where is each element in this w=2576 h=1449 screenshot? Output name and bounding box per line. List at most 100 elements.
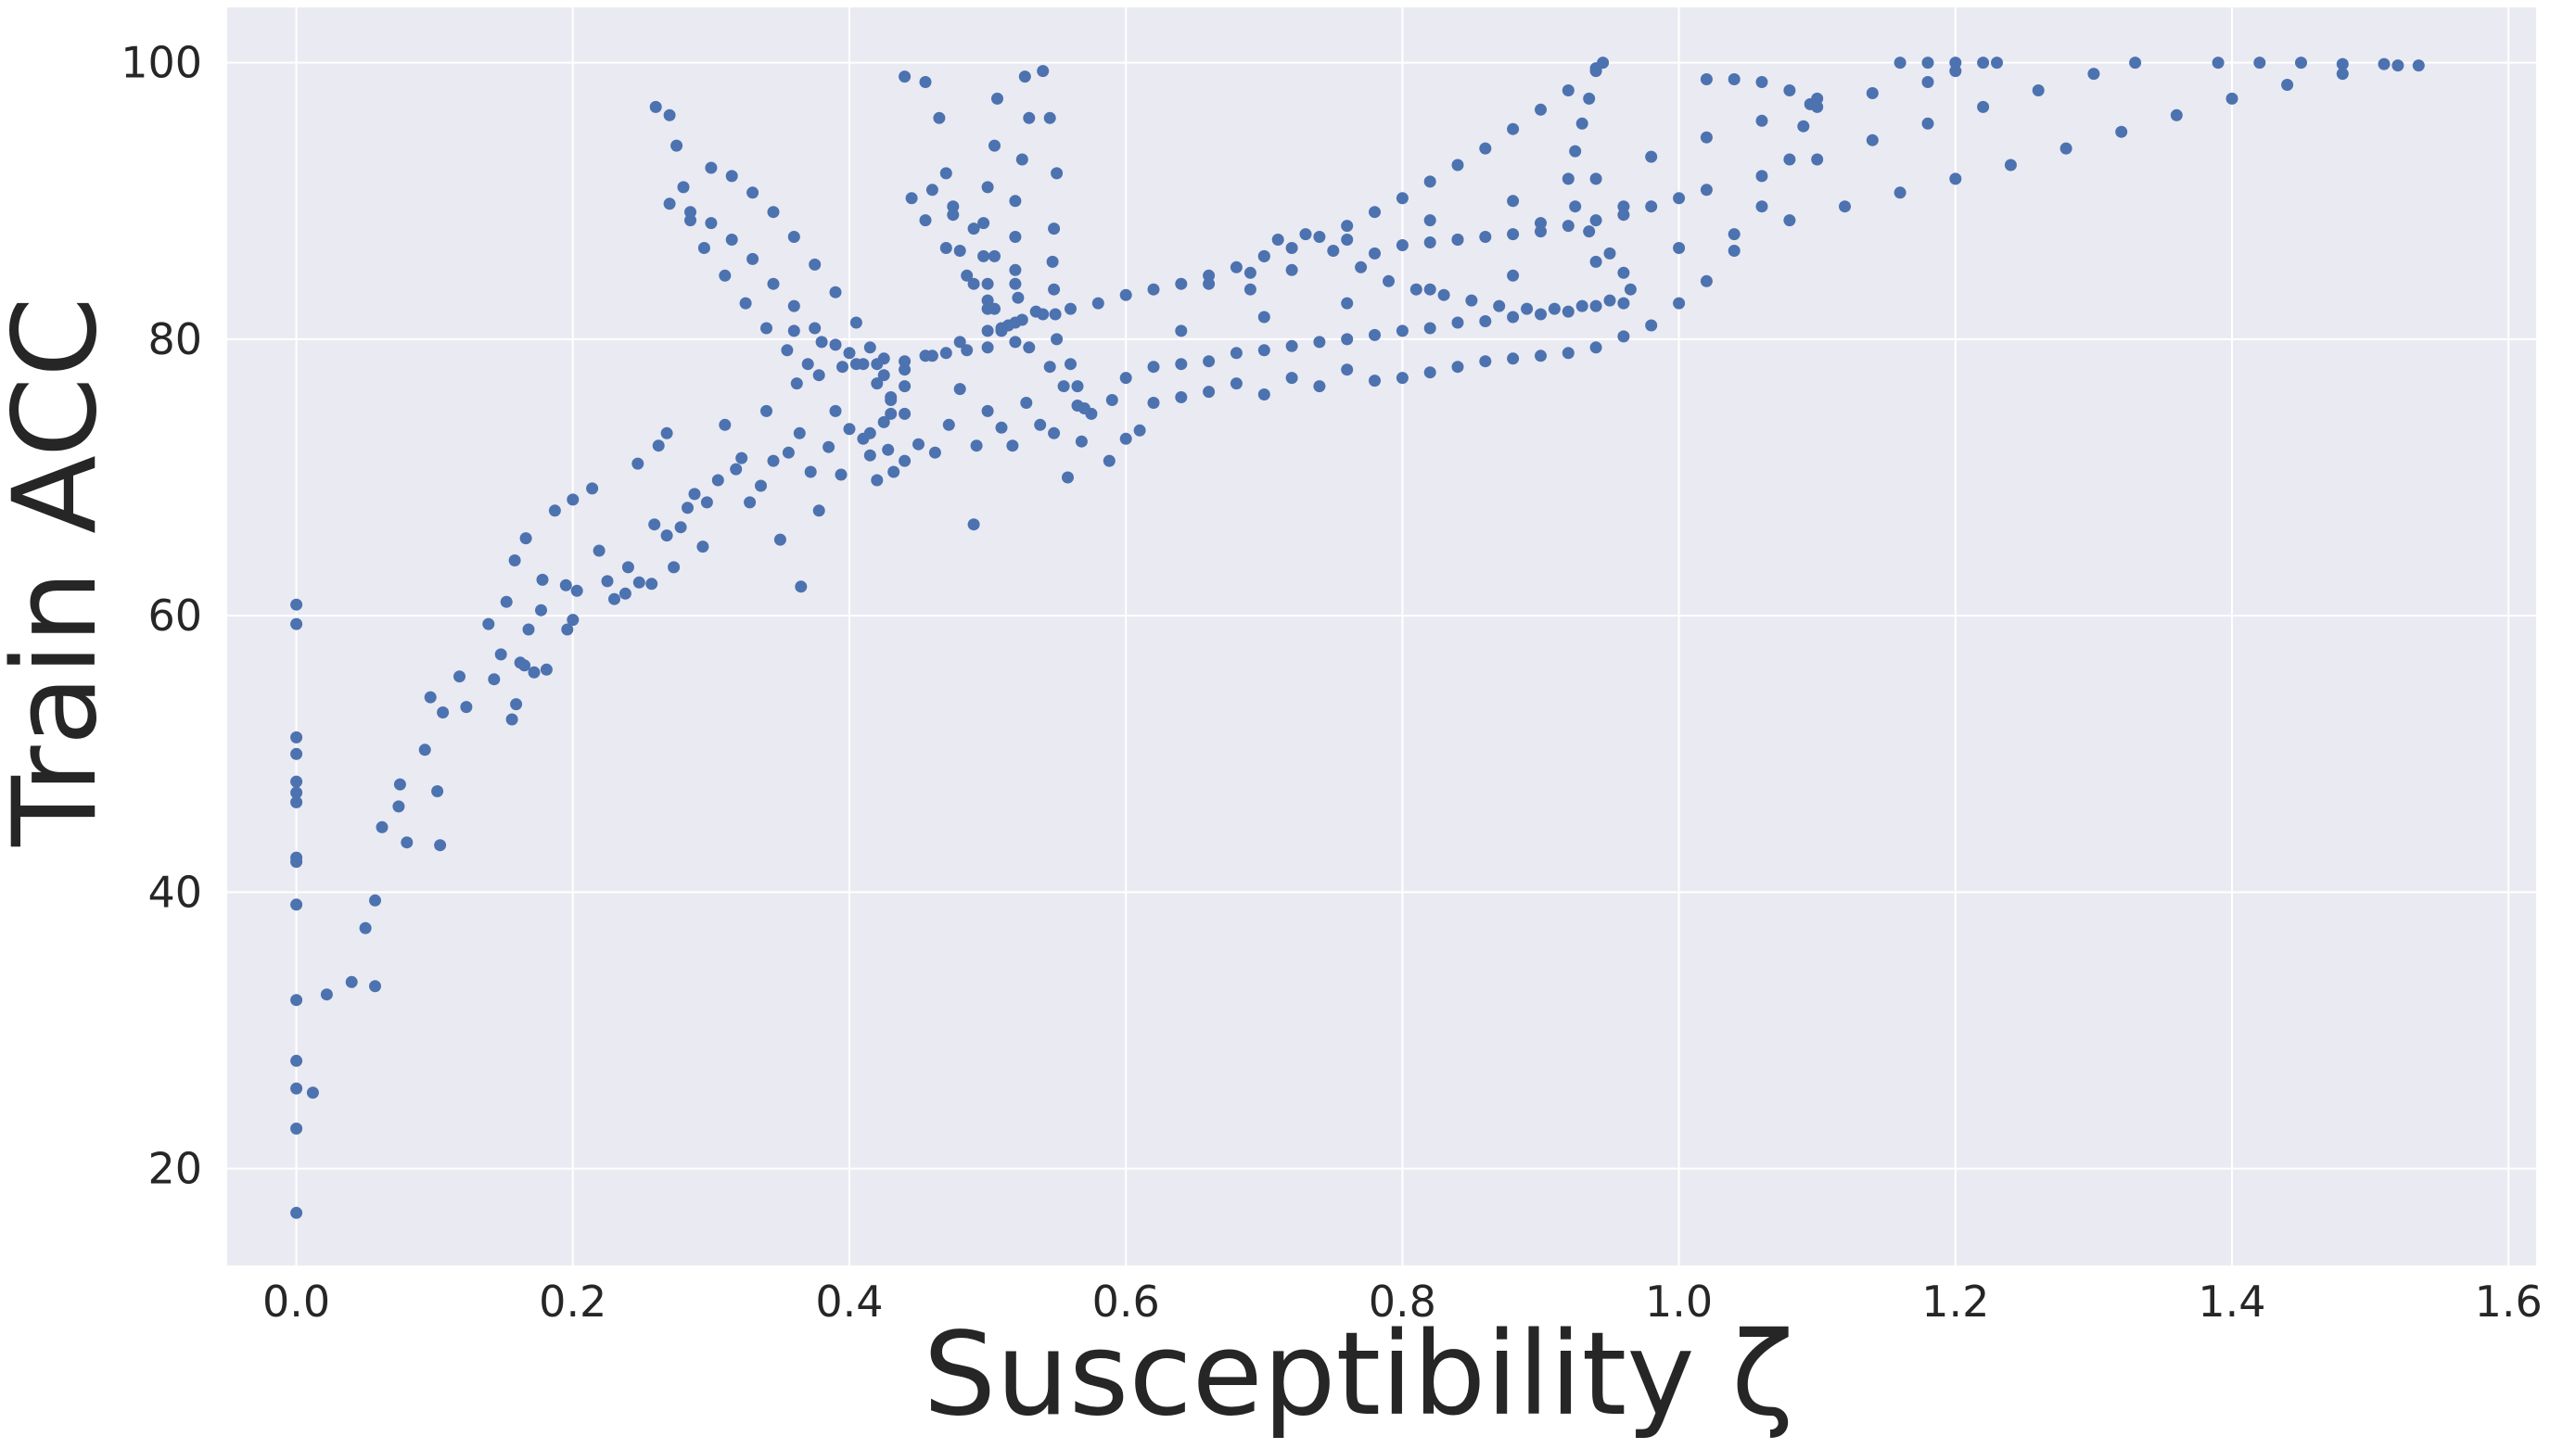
data-point (1589, 255, 1602, 268)
data-point (460, 701, 473, 714)
data-point (670, 139, 683, 152)
data-point (1521, 302, 1534, 315)
data-point (1057, 380, 1070, 393)
data-point (947, 200, 960, 213)
data-point (1569, 200, 1582, 213)
y-tick-label: 20 (147, 1144, 202, 1194)
data-point (1451, 361, 1464, 374)
data-point (2336, 57, 2349, 70)
data-point (981, 404, 994, 417)
data-point (649, 100, 662, 113)
data-point (1700, 274, 1713, 287)
data-point (767, 454, 780, 467)
data-point (849, 358, 862, 371)
data-point (744, 496, 757, 509)
data-point (1048, 426, 1061, 439)
data-point (1673, 242, 1686, 254)
data-point (1103, 454, 1116, 467)
data-point (2281, 79, 2294, 91)
data-point (1203, 277, 1216, 290)
data-point (967, 277, 980, 290)
data-point (1341, 297, 1354, 310)
data-point (871, 474, 884, 487)
data-point (1728, 73, 1741, 85)
data-point (1423, 175, 1436, 188)
data-point (1624, 283, 1637, 296)
data-point (1369, 206, 1381, 219)
data-points (290, 57, 2425, 1219)
data-point (1327, 245, 1340, 257)
data-point (1009, 316, 1022, 329)
data-point (988, 249, 1001, 262)
data-point (663, 197, 676, 210)
data-point (795, 580, 808, 593)
data-point (1548, 302, 1561, 315)
data-point (697, 242, 710, 254)
data-point (1006, 439, 1019, 452)
data-point (1243, 266, 1256, 279)
data-point (885, 391, 898, 403)
data-point (1062, 471, 1074, 484)
data-point (1355, 261, 1368, 273)
data-point (1589, 214, 1602, 227)
data-point (887, 465, 900, 478)
data-point (1071, 400, 1084, 412)
data-point (1037, 308, 1050, 321)
data-point (519, 532, 532, 545)
data-point (882, 443, 895, 456)
data-point (835, 468, 848, 481)
data-point (1051, 333, 1064, 346)
data-point (2115, 125, 2128, 138)
data-point (725, 170, 738, 183)
data-point (925, 184, 938, 197)
data-point (1755, 200, 1768, 213)
data-point (290, 617, 303, 630)
x-tick-label: 0.6 (1092, 1277, 1160, 1327)
data-point (290, 1054, 303, 1067)
data-point (1285, 263, 1298, 276)
data-point (1299, 228, 1312, 241)
data-point (1341, 363, 1354, 376)
data-point (586, 482, 599, 495)
data-point (535, 604, 547, 616)
data-point (1673, 297, 1686, 310)
data-point (508, 554, 521, 566)
data-point (815, 336, 828, 349)
data-point (2004, 159, 2017, 172)
data-point (401, 836, 414, 849)
x-tick-label: 1.4 (2198, 1277, 2265, 1327)
data-point (1119, 432, 1132, 445)
data-point (719, 418, 732, 431)
data-point (424, 691, 437, 704)
data-point (977, 217, 990, 230)
x-tick-label: 0.0 (262, 1277, 330, 1327)
data-point (1203, 386, 1216, 399)
data-point (510, 698, 523, 711)
data-point (1313, 380, 1326, 393)
data-point (663, 108, 676, 121)
data-point (2336, 68, 2349, 81)
data-point (1535, 350, 1547, 362)
data-point (953, 383, 966, 396)
data-point (1479, 355, 1492, 368)
data-point (1921, 117, 1934, 130)
data-point (1175, 277, 1188, 290)
data-point (2412, 59, 2425, 72)
data-point (1091, 297, 1104, 310)
data-point (1341, 333, 1354, 346)
data-point (593, 544, 606, 557)
data-point (953, 245, 966, 257)
data-point (1396, 192, 1409, 205)
data-point (1423, 283, 1436, 296)
data-point (1023, 341, 1036, 354)
data-point (434, 839, 447, 852)
data-point (2129, 57, 2142, 70)
data-point (953, 336, 966, 349)
data-point (1535, 225, 1547, 238)
data-point (1645, 200, 1658, 213)
data-point (1700, 184, 1713, 197)
data-point (1465, 294, 1478, 307)
data-point (912, 438, 925, 451)
data-point (801, 358, 814, 371)
